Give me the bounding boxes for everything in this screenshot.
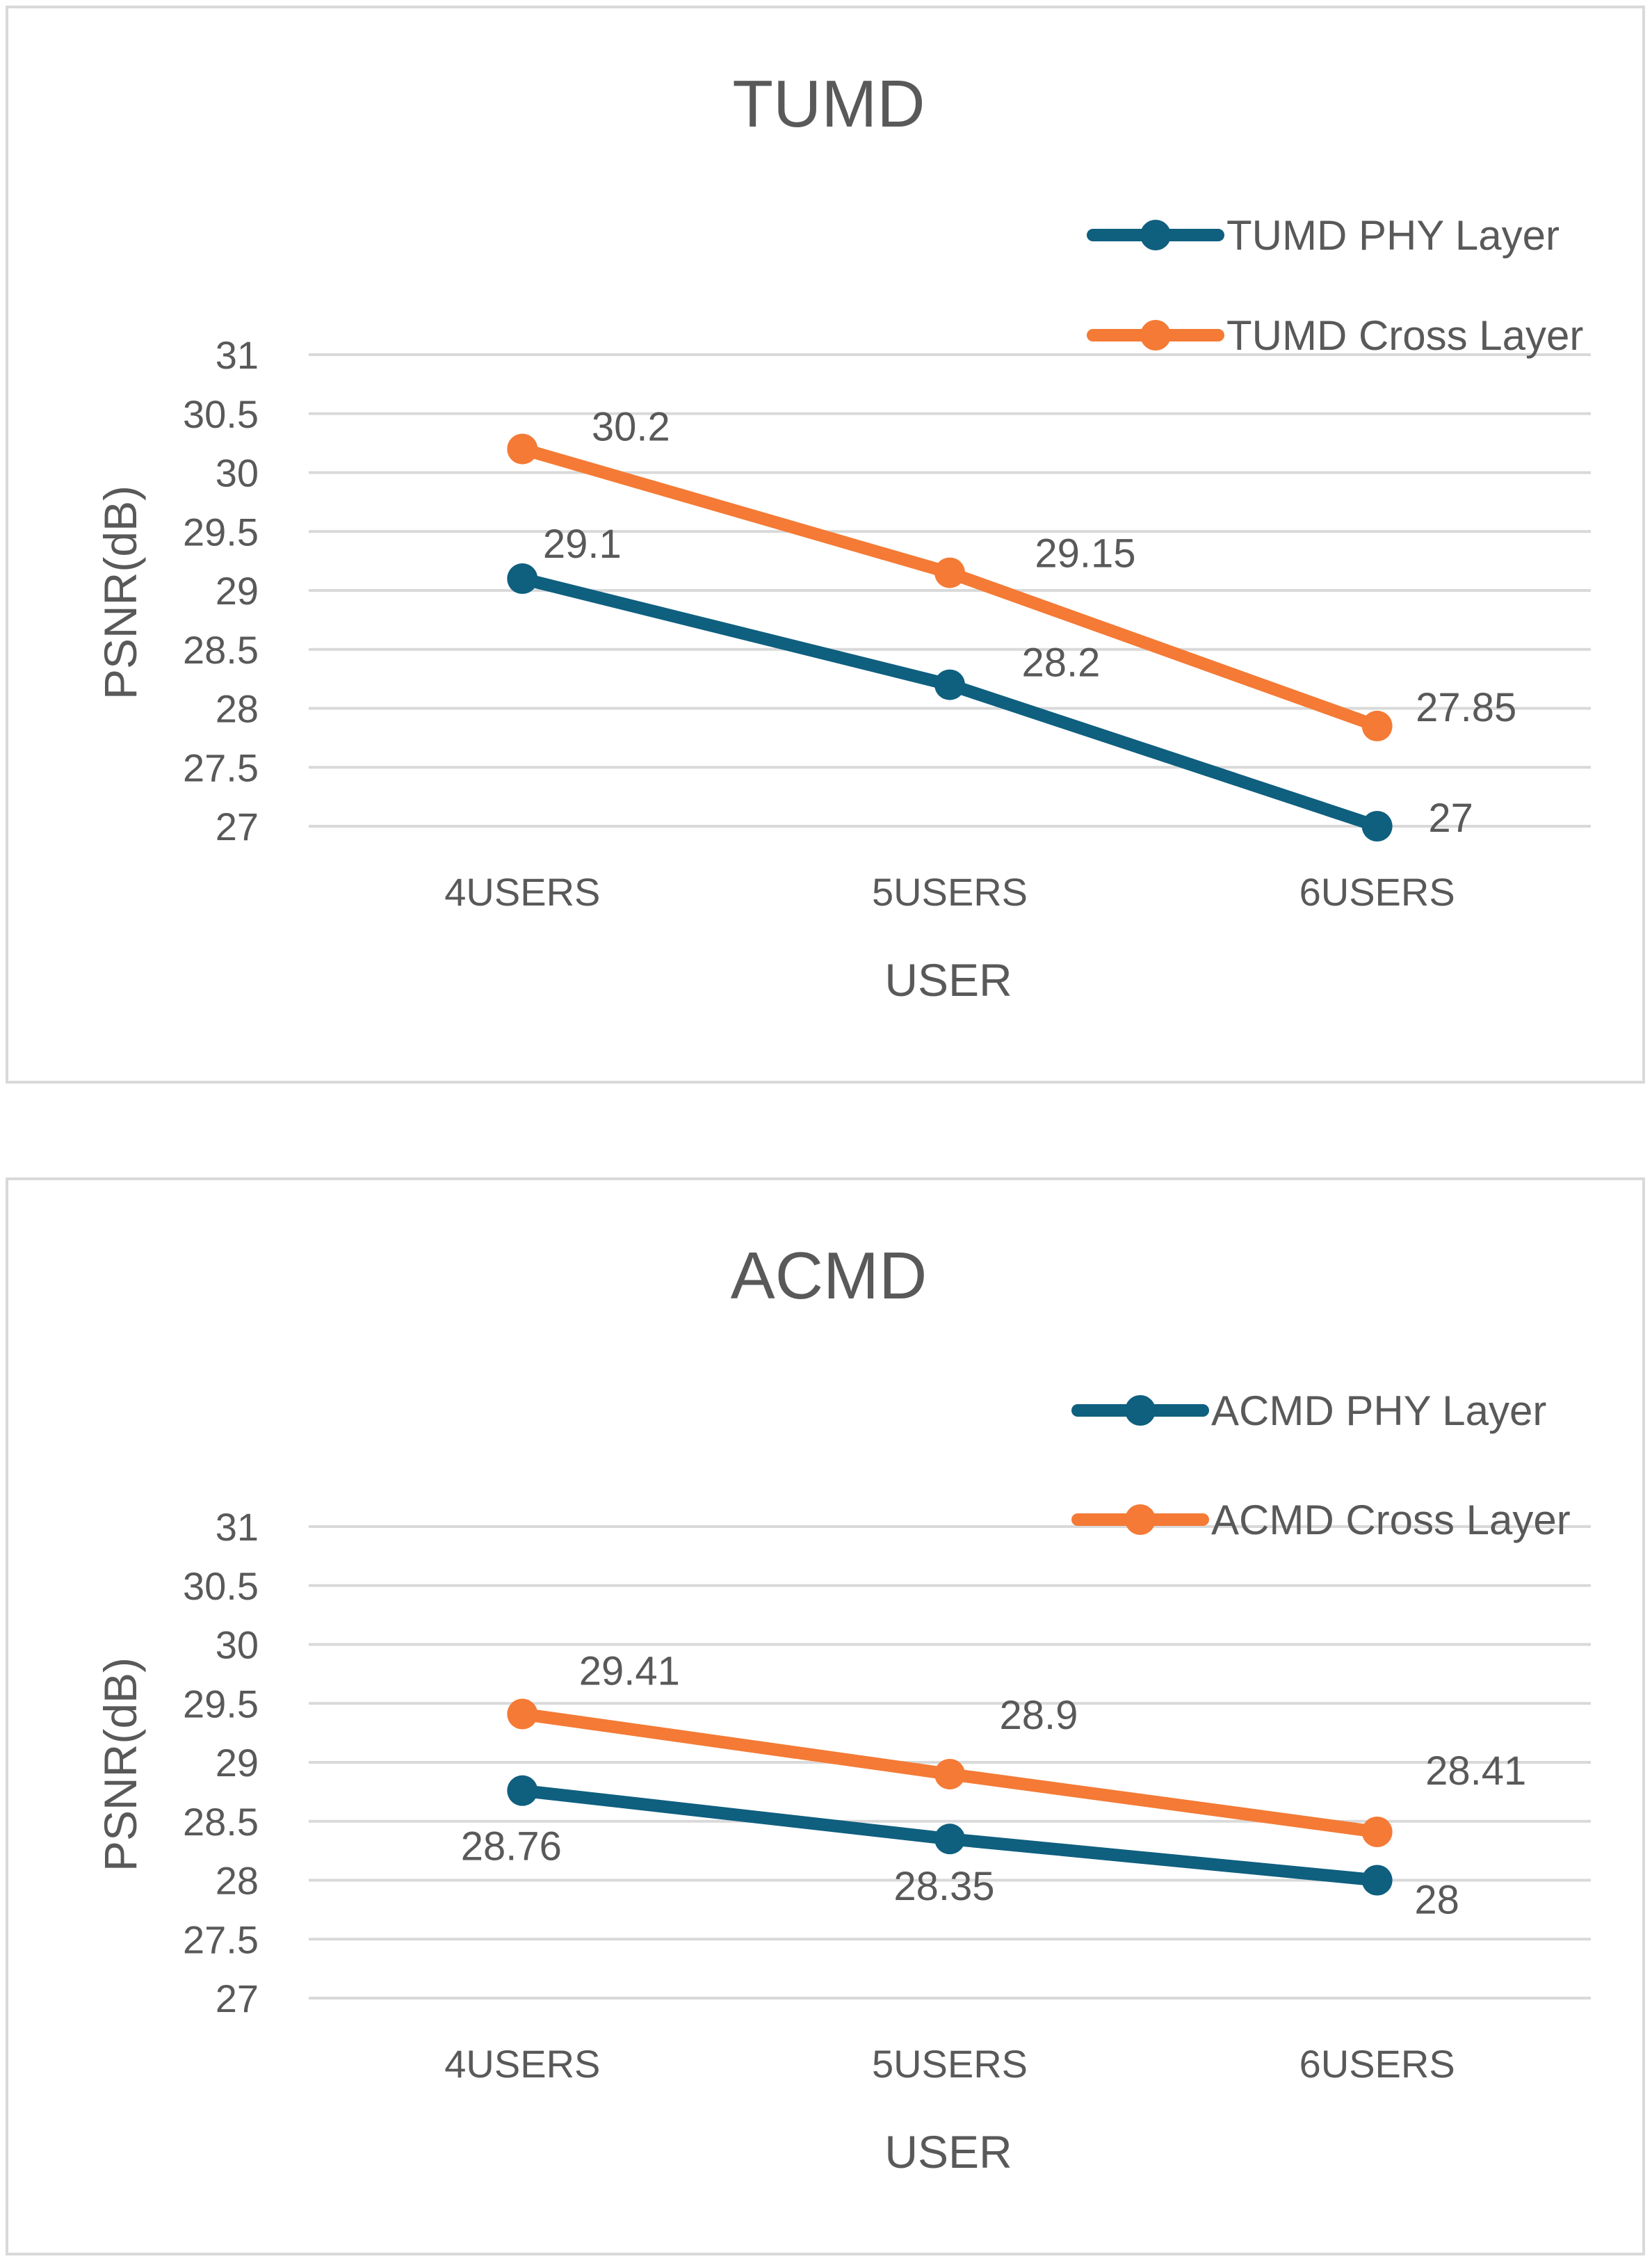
y-tick-label: 28 [216,1859,259,1903]
legend-marker [1140,220,1171,250]
data-point [934,557,965,588]
y-tick-label: 28.5 [183,1800,259,1844]
y-tick-label: 29 [216,569,259,613]
legend-marker [1125,1395,1156,1426]
x-tick-label: 5USERS [872,870,1028,914]
data-point [507,1698,538,1730]
data-label: 27 [1428,796,1473,841]
y-tick-label: 29 [216,1741,259,1785]
data-label: 27.85 [1416,685,1516,730]
legend-marker [1125,1504,1156,1535]
data-label: 28.2 [1022,641,1101,686]
y-tick-label: 30 [216,1623,259,1667]
legend-label: TUMD PHY Layer [1226,212,1560,259]
y-tick-label: 27.5 [183,746,259,789]
chart-panel-tumd: TUMD 27 27.5 28 28.5 29 29.5 30 30.5 31 4USERS 5USE… [6,6,1645,1084]
y-tick-label: 30.5 [183,1564,259,1608]
series-line [516,572,1384,832]
y-tick-label: 28 [216,687,259,731]
data-point [934,1758,965,1789]
x-tick-label: 4USERS [444,2042,600,2086]
data-point [1361,710,1393,741]
data-point [934,669,965,700]
legend-label: ACMD Cross Layer [1211,1497,1571,1543]
data-label: 28.9 [1000,1693,1078,1738]
legend-label: ACMD PHY Layer [1211,1387,1546,1434]
data-point [1361,1817,1393,1848]
data-label: 29.15 [1035,531,1135,577]
y-tick-label: 29.5 [183,510,259,554]
x-tick-label: 6USERS [1299,2042,1455,2086]
x-axis-title: USER [884,954,1012,1006]
y-axis-title: PSNR(dB) [95,1657,146,1872]
data-point [507,1775,538,1806]
data-label: 28.41 [1425,1748,1526,1794]
data-label: 28 [1414,1878,1459,1923]
x-tick-label: 4USERS [444,870,600,914]
y-axis-title: PSNR(dB) [95,485,146,700]
data-label: 28.76 [461,1824,562,1869]
data-label: 29.41 [579,1649,680,1694]
chart-acmd: ACMD 27 27.5 28 28.5 29 29.5 30 30.5 31 4USERS 5USE… [95,1239,1591,2178]
y-tick-label: 30.5 [183,392,259,436]
data-point [507,433,538,465]
data-label: 30.2 [592,405,670,450]
data-label: 29.1 [543,522,622,567]
data-label: 28.35 [893,1864,994,1909]
chart-panel-acmd: ACMD 27 27.5 28 28.5 29 29.5 30 30.5 31 4USERS 5USE… [6,1177,1645,2255]
y-tick-label: 27 [216,1977,259,2020]
x-axis-title: USER [884,2126,1012,2178]
data-point [507,563,538,595]
chart-tumd: TUMD 27 27.5 28 28.5 29 29.5 30 30.5 31 4USERS 5USE… [95,67,1591,1006]
data-point [1361,1865,1393,1896]
y-tick-label: 31 [216,333,259,377]
y-tick-label: 30 [216,451,259,495]
legend-marker [1140,320,1171,351]
chart-title: TUMD [732,67,925,141]
data-point [934,1824,965,1855]
legend-label: TUMD Cross Layer [1226,312,1583,359]
y-tick-label: 27.5 [183,1917,259,1961]
y-tick-label: 29.5 [183,1682,259,1725]
y-tick-label: 27 [216,805,259,848]
y-tick-label: 31 [216,1505,259,1549]
x-tick-label: 5USERS [872,2042,1028,2086]
chart-title: ACMD [731,1239,928,1313]
data-point [1361,811,1393,842]
y-tick-label: 28.5 [183,628,259,672]
x-tick-label: 6USERS [1299,870,1455,914]
